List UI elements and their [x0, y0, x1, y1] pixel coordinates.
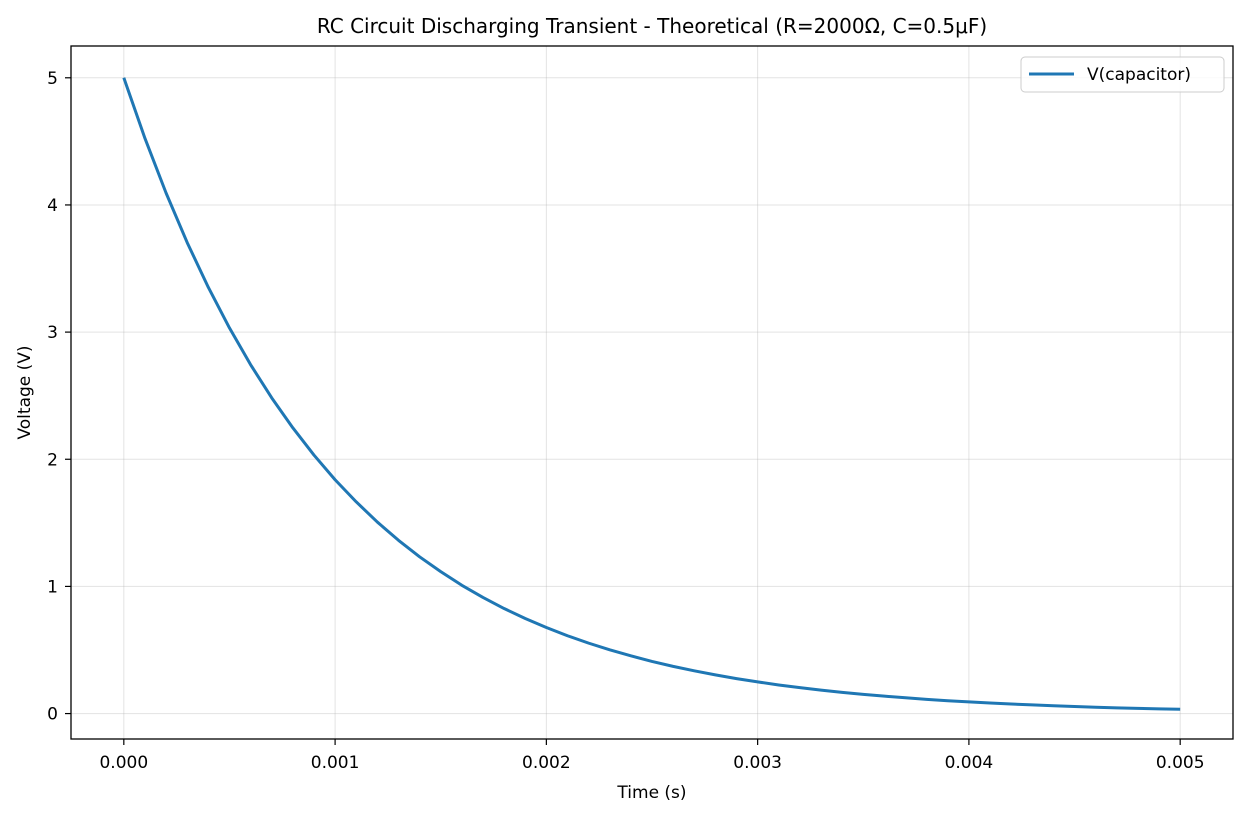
- x-tick-label: 0.000: [99, 753, 148, 773]
- x-tick-label: 0.002: [522, 753, 571, 773]
- y-axis-title: Voltage (V): [15, 345, 35, 439]
- x-tick-label: 0.003: [733, 753, 782, 773]
- series-layer: [122, 77, 1181, 711]
- y-tick-label: 1: [47, 577, 58, 597]
- chart-title: RC Circuit Discharging Transient - Theor…: [317, 14, 987, 38]
- y-tick-label: 4: [47, 196, 58, 216]
- legend-box: [1020, 56, 1225, 93]
- plot-frame: [70, 45, 1234, 740]
- x-axis-title: Time (s): [616, 783, 686, 803]
- y-tick-label: 2: [47, 450, 58, 470]
- series-line-v-capacitor: [122, 77, 1181, 711]
- legend: V(capacitor): [1020, 56, 1225, 93]
- x-axis: 0.000 0.001 0.002 0.003 0.004 0.005: [99, 739, 1205, 773]
- y-tick-label: 5: [47, 69, 58, 89]
- y-tick-label: 3: [47, 323, 58, 343]
- legend-label-v-capacitor: V(capacitor): [1087, 65, 1191, 85]
- y-tick-label: 0: [47, 705, 58, 725]
- x-tick-label: 0.004: [945, 753, 994, 773]
- grid-layer: [71, 46, 1233, 739]
- y-axis: 0 1 2 3 4 5: [47, 69, 71, 725]
- x-tick-label: 0.001: [311, 753, 360, 773]
- x-tick-label: 0.005: [1156, 753, 1205, 773]
